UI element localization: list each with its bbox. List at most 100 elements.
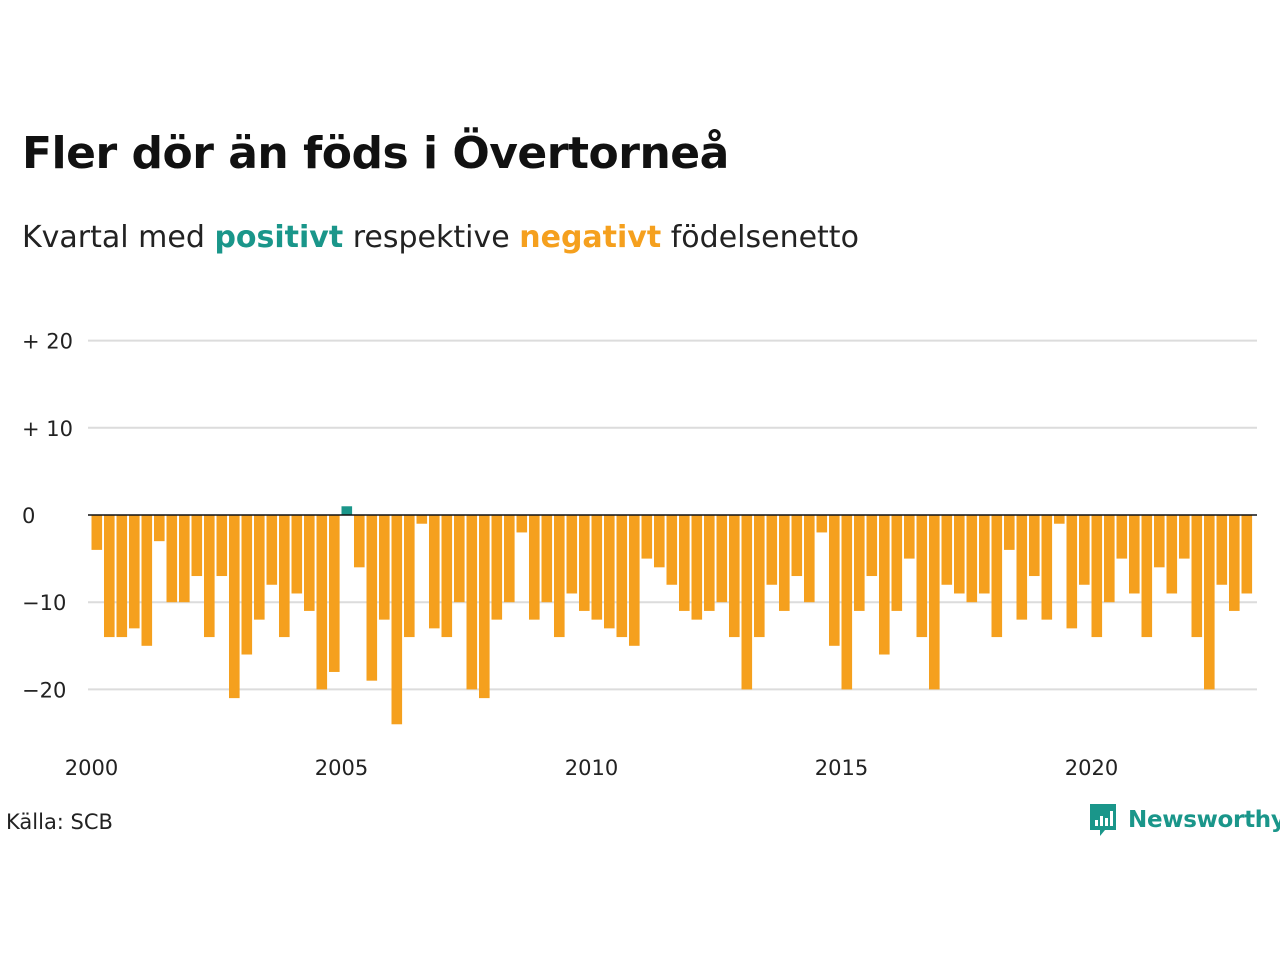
bar [116,515,128,638]
bar [529,515,540,620]
bar [329,515,340,672]
x-tick-label: 2000 [65,756,118,780]
bar [666,515,678,585]
bar [541,515,553,603]
bar [504,515,515,603]
subtitle-middle: respektive [352,220,510,255]
bar [691,515,703,620]
bar [779,515,790,611]
bar [991,515,1003,638]
bar [1129,515,1140,594]
bar [479,515,490,699]
subtitle-negative: negativt [519,220,662,255]
bar [854,515,865,611]
bar [904,515,915,559]
bar [466,515,478,690]
bar [1054,515,1065,524]
bar [829,515,840,646]
bar [641,515,653,559]
bar [279,515,290,638]
bar [241,515,253,655]
bar [404,515,415,638]
bar [629,515,640,646]
bar [591,515,603,620]
bar [579,515,590,611]
bar [1191,515,1203,638]
bar [91,515,103,550]
subtitle-positive: positivt [214,220,344,255]
x-tick-label: 2010 [565,756,618,780]
bar [741,515,753,690]
bar [1229,515,1240,611]
bar [254,515,265,620]
bar [204,515,215,638]
bar-chart: + 20 + 10 0 −10 −20 2000 2005 2010 2015 2020 [22,330,1257,780]
bar [1204,515,1215,690]
y-tick-label: −10 [22,591,66,615]
y-tick-label: + 20 [22,330,73,354]
chart-subtitle: Kvartal med positivt respektive negativt… [22,220,859,255]
brand-name: Newsworthy [1128,807,1280,833]
bar [729,515,740,638]
bar [229,515,240,699]
bar [866,515,878,577]
bar [1029,515,1040,577]
bar [1091,515,1103,638]
source-note: Källa: SCB [6,810,113,834]
bar [366,515,378,681]
bar [1004,515,1015,550]
bar [179,515,190,603]
bar [379,515,390,620]
bar [1166,515,1178,594]
bar [104,515,115,638]
x-tick-label: 2015 [815,756,868,780]
subtitle-suffix: födelsenetto [670,220,859,255]
bar [316,515,328,690]
bar [216,515,228,577]
bar [766,515,778,585]
bar [891,515,903,611]
bar [679,515,690,611]
bar [941,515,953,585]
bar [354,515,365,568]
bar [516,515,528,533]
bar [1241,515,1253,594]
bar [1104,515,1115,603]
bar [791,515,803,577]
bar [166,515,178,603]
y-tick-label: + 10 [22,417,73,441]
bar [841,515,853,690]
x-tick-label: 2020 [1065,756,1118,780]
bar [154,515,165,542]
bar [129,515,140,629]
bar [966,515,978,603]
bar [916,515,928,638]
bar [429,515,440,629]
bar [291,515,303,594]
bar [1066,515,1078,629]
bar [454,515,465,603]
bar [879,515,890,655]
bar [804,515,815,603]
bar [1079,515,1090,585]
bar [979,515,990,594]
bar [141,515,153,646]
chart-title: Fler dör än föds i Övertorneå [22,128,729,179]
bar [1179,515,1190,559]
bar [391,515,403,725]
bar [1016,515,1028,620]
brand-logo: Newsworthy [1088,802,1280,838]
bar [604,515,615,629]
bar [1154,515,1165,568]
bar [929,515,940,690]
bar [554,515,565,638]
bar [716,515,728,603]
bar [954,515,965,594]
bar [1116,515,1128,559]
newsworthy-logo-icon [1090,804,1116,836]
y-tick-label: 0 [22,504,35,528]
bar [191,515,203,577]
bar [441,515,453,638]
bar [304,515,315,611]
bar [566,515,578,594]
